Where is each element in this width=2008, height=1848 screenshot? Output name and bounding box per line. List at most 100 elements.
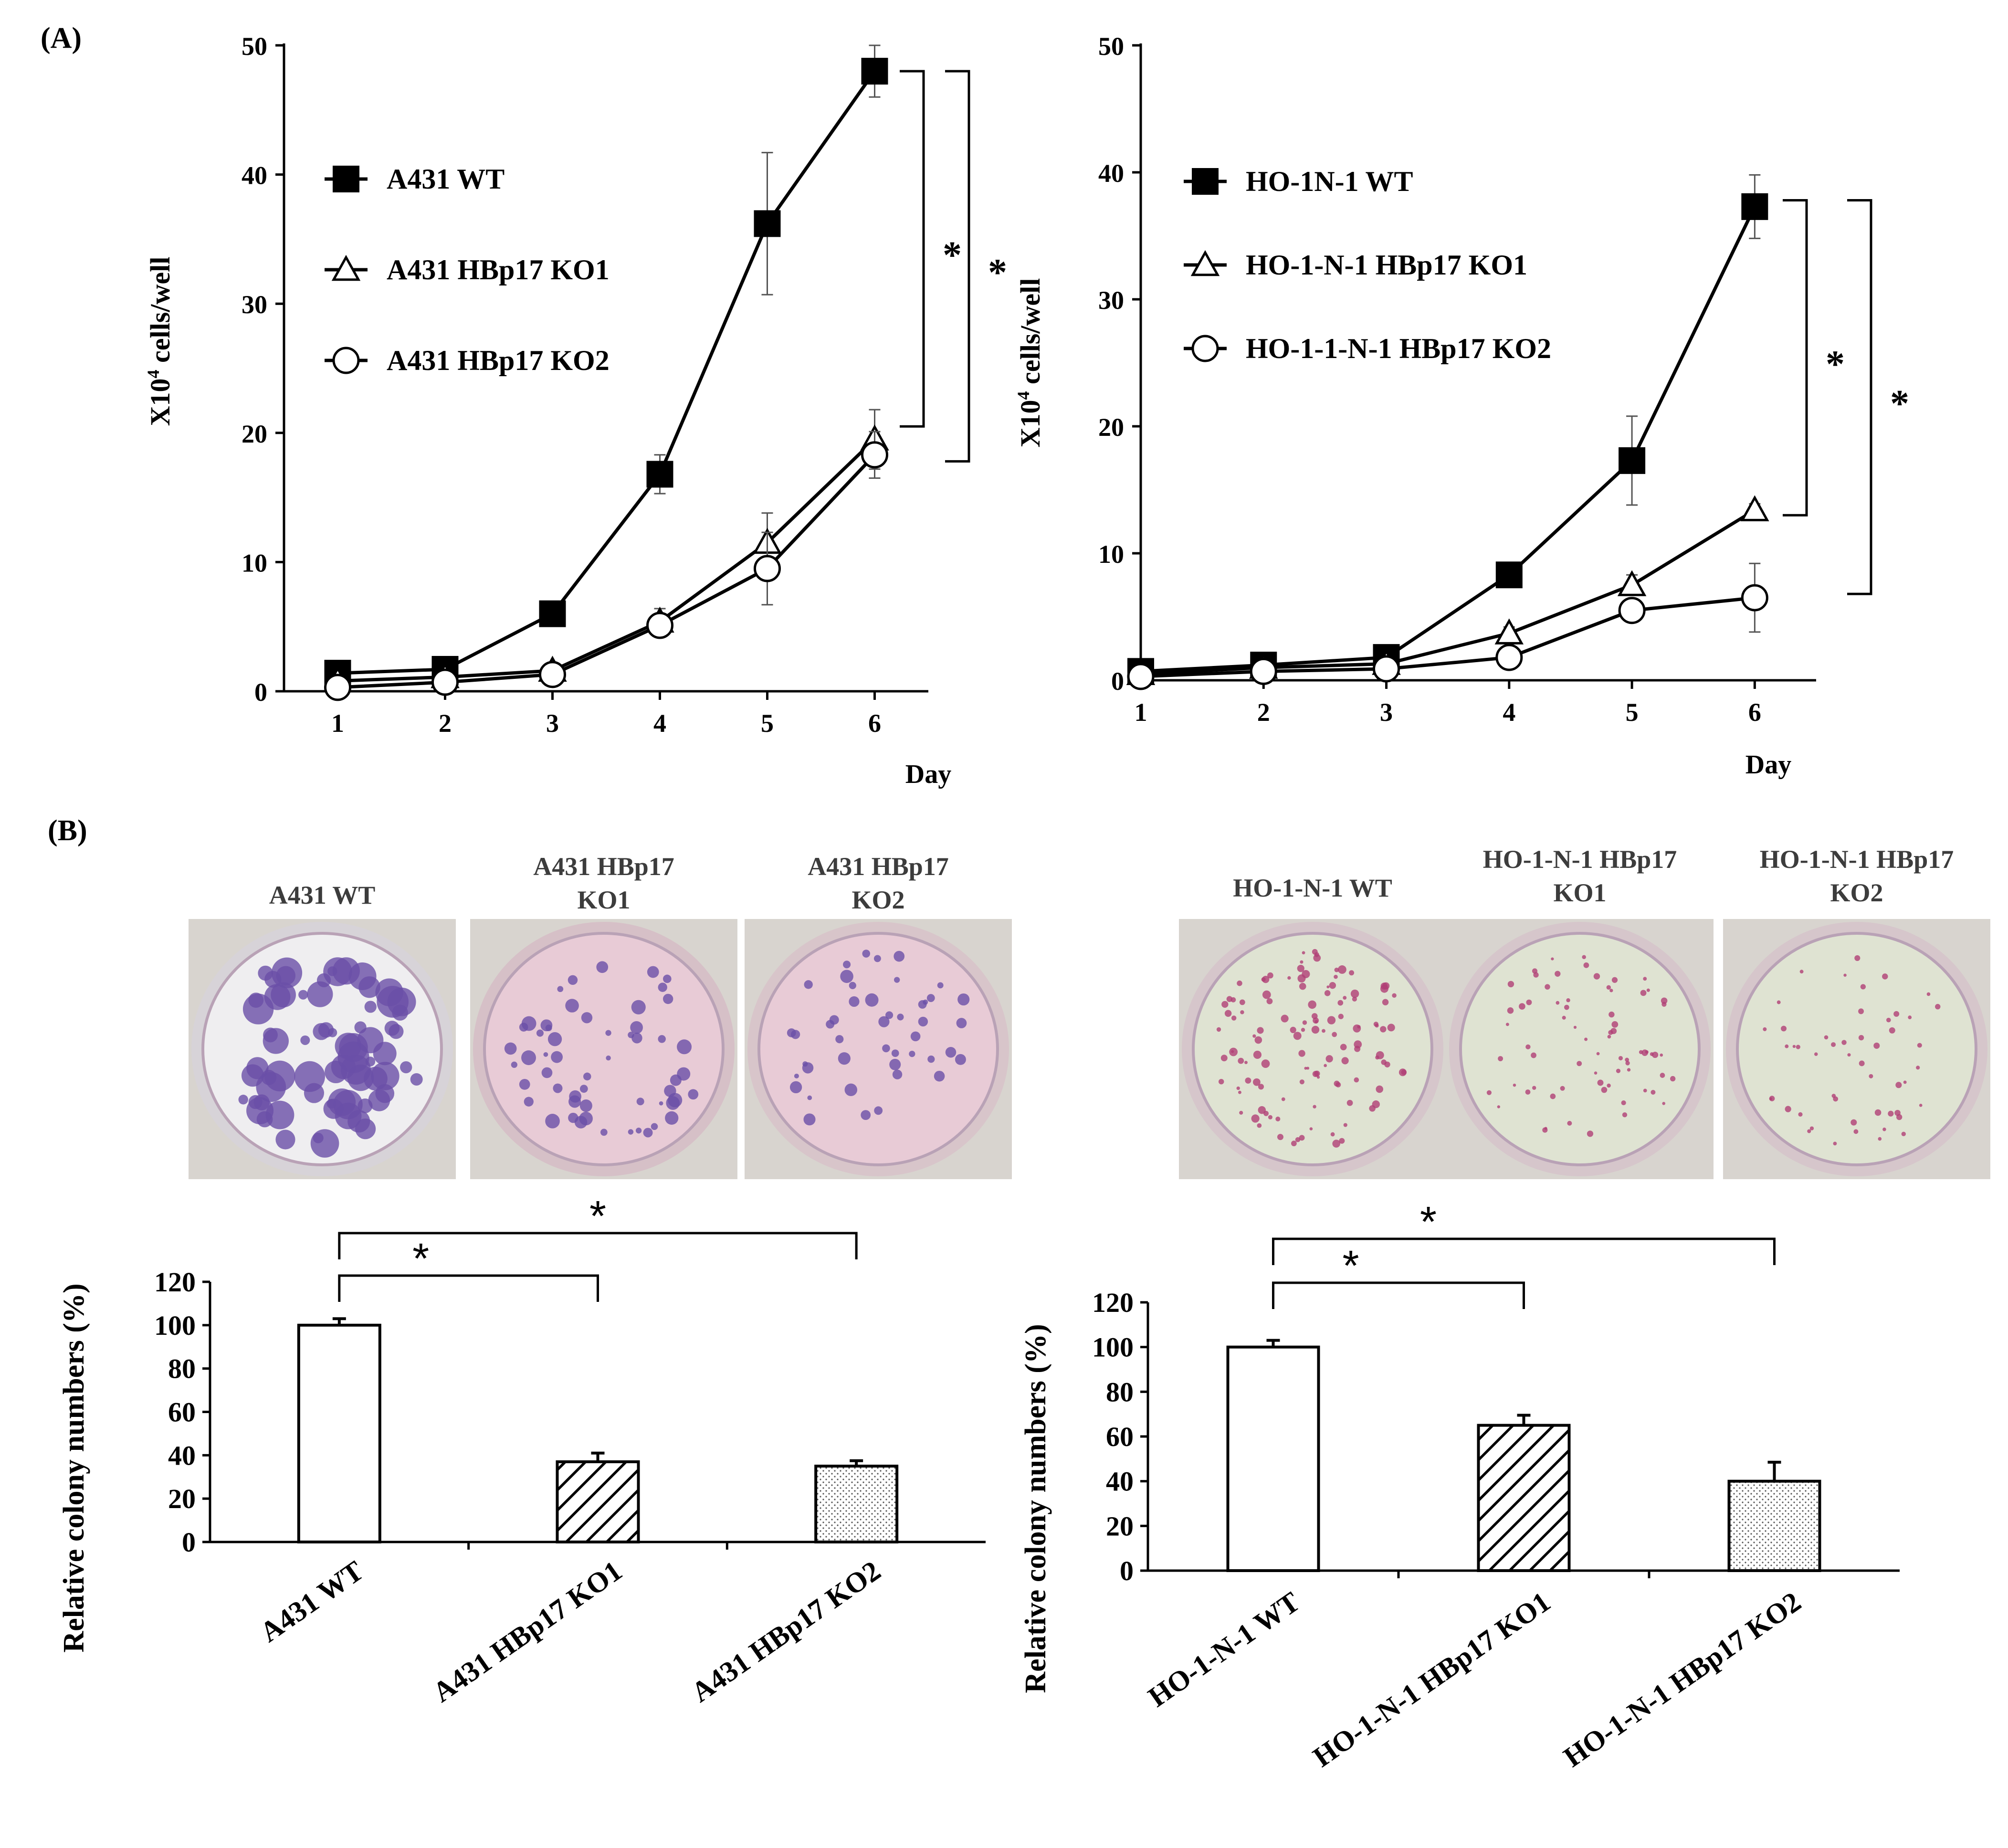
bar xyxy=(1226,1345,1320,1573)
colony-spot xyxy=(1375,1055,1379,1060)
dish-label-line2: KO1 xyxy=(577,886,631,914)
colony-spot xyxy=(1567,1120,1572,1126)
colony-spot xyxy=(1220,1055,1228,1062)
colony-spot xyxy=(1275,1116,1281,1121)
colony-spot xyxy=(557,986,564,993)
colony-spot xyxy=(631,1033,642,1044)
colony-spot xyxy=(1281,1097,1285,1101)
x-tick-label: 1 xyxy=(1135,698,1147,727)
colony-spot xyxy=(568,1095,581,1108)
panel-label-b: (B) xyxy=(48,814,87,847)
colony-spot xyxy=(1542,1127,1548,1133)
colony-spot xyxy=(606,1055,611,1061)
colony-spot xyxy=(1882,973,1888,980)
colony-spot xyxy=(1293,1032,1302,1040)
significance-bracket xyxy=(945,70,970,463)
colony-spot xyxy=(1287,976,1291,980)
dish-photo-ho-ko1 xyxy=(1446,919,1714,1179)
colony-spot xyxy=(521,1050,536,1066)
colony-spot xyxy=(894,950,905,962)
colony-spot xyxy=(1261,1059,1270,1068)
data-point-square xyxy=(646,461,673,488)
colony-spot xyxy=(1781,1025,1787,1032)
x-category-label: HO-1-N-1 WT xyxy=(1143,1586,1305,1713)
dish-plate xyxy=(1192,932,1433,1166)
colony-spot xyxy=(1777,1000,1781,1004)
data-point-circle xyxy=(539,661,566,688)
colony-spot xyxy=(1302,951,1305,955)
growth-chart-a431: X104 cells/well Day 0 10 20 30 40 50 1 2 3 4 5 6 A43… xyxy=(144,32,1007,789)
colony-spot xyxy=(1346,1099,1353,1106)
colony-spot xyxy=(400,1061,412,1074)
colony-spot xyxy=(1564,1004,1569,1010)
data-point-triangle xyxy=(1740,495,1769,521)
colony-spot xyxy=(934,1070,945,1082)
colony-spot xyxy=(1859,1060,1865,1067)
x-tick-label: 3 xyxy=(546,709,559,738)
colony-spot xyxy=(1267,972,1273,979)
colony-spot xyxy=(1566,998,1570,1003)
colony-spot xyxy=(1587,1130,1594,1137)
colony-spot xyxy=(957,993,970,1006)
colony-spot xyxy=(1354,1077,1359,1083)
colony-spot xyxy=(1384,1061,1390,1067)
colony-spot xyxy=(861,1110,871,1120)
colony-spot xyxy=(1618,1056,1623,1061)
colony-spot xyxy=(377,986,409,1018)
colony-spot xyxy=(1874,1109,1882,1116)
dish-label-line2: KO2 xyxy=(1830,878,1883,907)
colony-spot xyxy=(1505,1023,1509,1026)
data-point-circle xyxy=(324,674,351,701)
colony-spot xyxy=(829,1015,839,1025)
x-tick-label: 4 xyxy=(1503,698,1515,727)
colony-spot xyxy=(1339,1138,1345,1144)
colony-spot xyxy=(849,996,860,1007)
colony-spot xyxy=(803,1113,816,1126)
colony-spot xyxy=(647,966,659,978)
colony-spot xyxy=(892,1069,903,1079)
colony-spot xyxy=(1606,985,1611,990)
colony-spot xyxy=(1551,957,1554,961)
colony-spot xyxy=(1889,1027,1895,1034)
colony-spot xyxy=(1908,1015,1912,1019)
colony-spot xyxy=(524,1097,534,1107)
colony-spot xyxy=(1326,985,1330,989)
colony-spot xyxy=(389,1024,404,1039)
legend-label: HO-1N-1 WT xyxy=(1246,166,1413,197)
dish-plate xyxy=(1736,932,1977,1166)
colony-spot xyxy=(1239,1110,1243,1115)
bar xyxy=(297,1323,381,1543)
colony-spot xyxy=(1507,981,1514,988)
series-line-0 xyxy=(337,70,876,675)
significance-asterisk: * xyxy=(1826,343,1845,385)
colony-spot xyxy=(583,1072,591,1081)
data-point-circle xyxy=(1373,655,1400,683)
dish-label-a431-wt: A431 WT xyxy=(189,878,456,912)
colony-spot xyxy=(313,1023,330,1040)
colony-spot xyxy=(1369,1105,1376,1112)
colony-spot xyxy=(1258,1084,1264,1090)
legend-marker-triangle xyxy=(1190,250,1220,276)
colony-spot xyxy=(1231,1050,1234,1053)
colony-spot xyxy=(271,982,296,1008)
colony-spot xyxy=(600,1129,608,1136)
colony-spot xyxy=(1556,1001,1560,1005)
colony-spot xyxy=(838,1052,851,1065)
y-tick-label: 40 xyxy=(1106,1466,1134,1497)
colony-spot xyxy=(658,1035,666,1043)
growth-chart-ho-1-n-1: X104 cells/well Day 0 10 20 30 40 50 1 2 3 4 5 6 HO-… xyxy=(1014,32,1909,780)
colony-spot xyxy=(636,1098,644,1106)
data-point-circle xyxy=(861,441,888,469)
colony-spot xyxy=(568,975,578,985)
colony-spot xyxy=(807,1095,812,1100)
colony-spot xyxy=(1221,1001,1229,1008)
colony-spot xyxy=(1895,1082,1902,1088)
colony-spot xyxy=(670,1074,682,1086)
colony-spot xyxy=(665,1111,679,1125)
colony-spot xyxy=(1670,1076,1676,1082)
colony-spot xyxy=(1290,1026,1296,1034)
colony-spot xyxy=(1302,1020,1307,1025)
colony-spot xyxy=(1312,949,1318,955)
colony-spot xyxy=(1337,1000,1344,1006)
